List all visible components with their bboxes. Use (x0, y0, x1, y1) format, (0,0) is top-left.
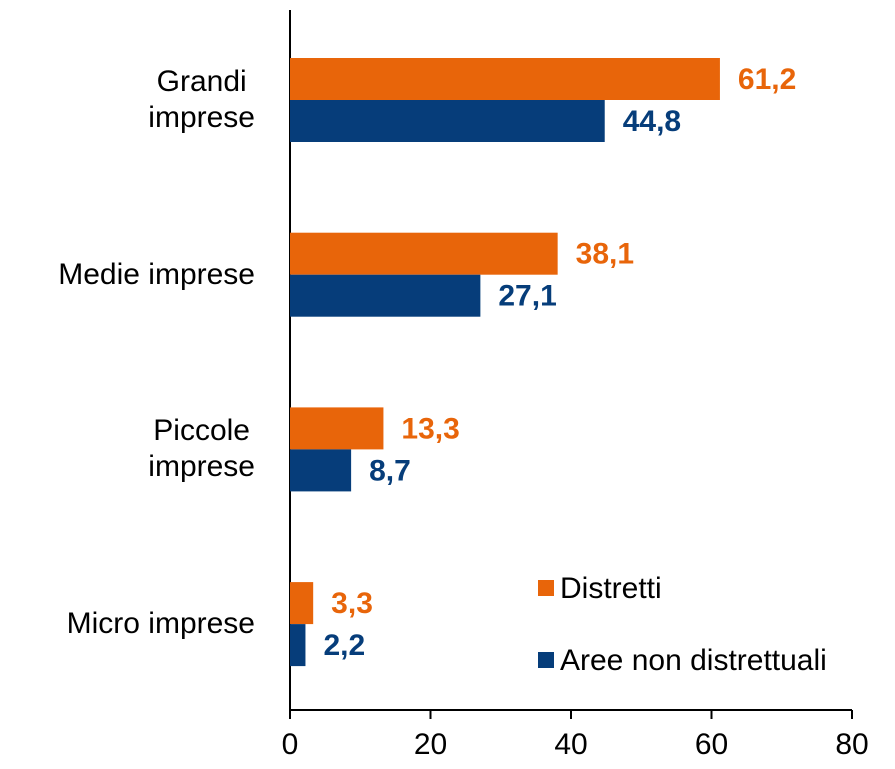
legend-swatch (538, 580, 554, 596)
bar (290, 624, 306, 667)
x-tick-label: 0 (282, 728, 299, 761)
value-label: 44,8 (623, 105, 681, 138)
x-tick-label: 60 (695, 728, 728, 761)
category-label: Medie imprese (58, 257, 255, 291)
bar (290, 582, 314, 625)
value-label: 38,1 (576, 238, 634, 271)
value-label: 61,2 (738, 63, 796, 96)
value-label: 8,7 (369, 454, 411, 487)
category-label: Piccole imprese (148, 414, 255, 484)
x-tick-label: 20 (414, 728, 447, 761)
x-tick-label: 40 (554, 728, 587, 761)
bar (290, 274, 481, 317)
legend-label: Aree non distrettuali (560, 644, 827, 677)
category-label: Micro imprese (66, 607, 255, 641)
category-label: Grandi imprese (148, 65, 255, 134)
bar (290, 58, 720, 100)
value-label: 3,3 (331, 587, 373, 620)
legend-swatch (538, 652, 554, 668)
x-tick-label: 80 (835, 728, 868, 761)
value-label: 27,1 (498, 280, 556, 313)
value-label: 13,3 (401, 412, 459, 445)
bar (290, 407, 384, 450)
bar (290, 100, 605, 142)
bar (290, 232, 558, 275)
legend-label: Distretti (560, 572, 662, 605)
value-label: 2,2 (323, 629, 365, 662)
bar (290, 449, 352, 492)
